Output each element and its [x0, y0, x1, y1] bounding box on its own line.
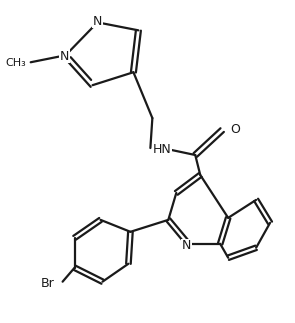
Text: HN: HN — [153, 142, 171, 156]
Text: N: N — [93, 15, 102, 28]
Text: N: N — [182, 239, 191, 252]
Text: O: O — [230, 123, 240, 136]
Text: Br: Br — [41, 277, 55, 290]
Text: CH₃: CH₃ — [5, 58, 26, 68]
Text: N: N — [60, 50, 69, 63]
